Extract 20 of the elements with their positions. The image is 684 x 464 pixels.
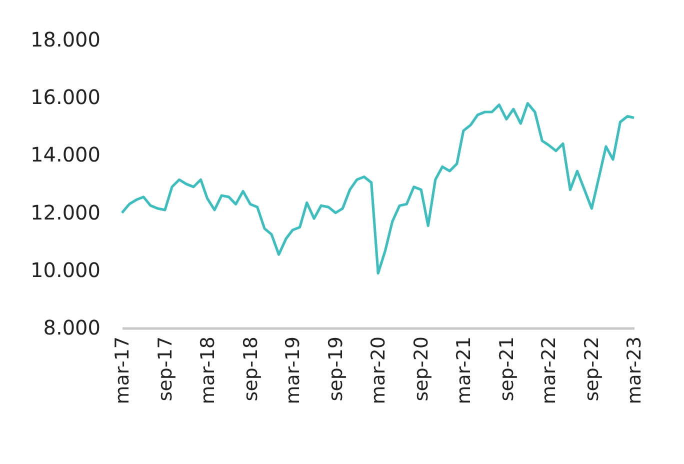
y-tick-label: 16.000 [30, 85, 100, 110]
x-tick-label: mar-20 [368, 336, 390, 404]
x-tick-label: sep-21 [496, 336, 518, 402]
x-tick-label: sep-20 [410, 336, 433, 402]
x-tick-label: sep-22 [581, 336, 604, 402]
x-tick-label: mar-17 [112, 336, 134, 404]
x-tick-label: mar-18 [196, 336, 219, 404]
y-tick-label: 14.000 [30, 142, 100, 167]
line-series [120, 102, 636, 275]
x-tick-label: sep-17 [154, 336, 176, 402]
y-tick-label: 10.000 [30, 258, 100, 282]
x-tick-label: mar-22 [538, 336, 560, 404]
x-tick-label: sep-18 [240, 336, 262, 402]
x-tick-label: mar-23 [624, 336, 646, 404]
x-tick-label: sep-19 [325, 336, 348, 402]
x-tick-label: mar-21 [452, 336, 475, 404]
y-tick-label: 12.000 [30, 200, 100, 224]
y-tick-label: 18.000 [30, 28, 100, 52]
y-tick-label: 8.000 [43, 316, 100, 340]
x-tick-label: mar-19 [282, 336, 304, 404]
